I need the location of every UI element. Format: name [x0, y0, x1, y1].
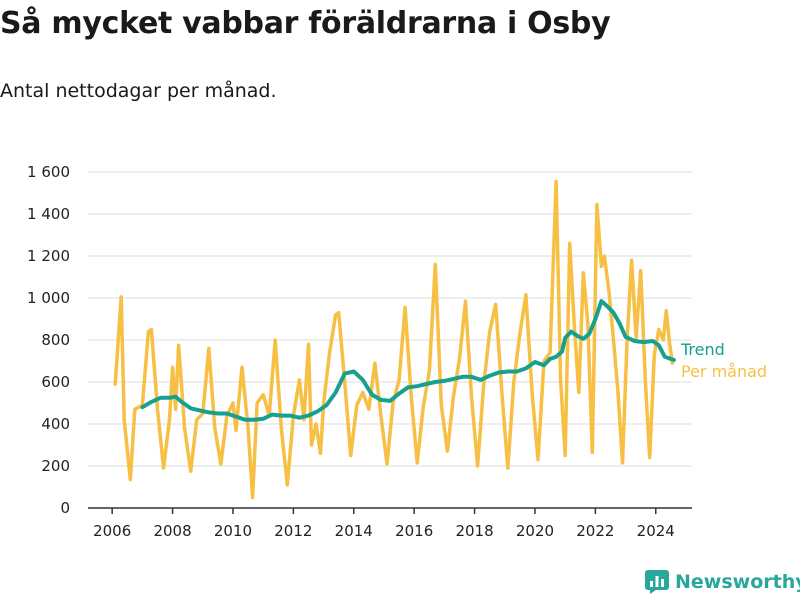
series-line-trend — [140, 299, 676, 422]
chart-subtitle: Antal nettodagar per månad. — [0, 80, 277, 102]
legend-label-per-manad: Per månad — [681, 362, 767, 381]
y-tick-label: 600 — [41, 373, 70, 391]
x-tick-label: 2014 — [335, 522, 373, 540]
newsworthy-logo: Newsworthy — [645, 570, 800, 594]
x-tick-label: 2020 — [516, 522, 554, 540]
y-tick-label: 1 400 — [27, 205, 70, 223]
chart-title: Så mycket vabbar föräldrarna i Osby — [0, 6, 611, 41]
series-line-per-manad — [113, 179, 675, 500]
x-tick-label: 2006 — [93, 522, 131, 540]
y-tick-label: 1 600 — [27, 163, 70, 181]
y-tick-label: 400 — [41, 415, 70, 433]
x-tick-label: 2012 — [274, 522, 312, 540]
brand-name: Newsworthy — [675, 571, 800, 593]
x-tick-label: 2024 — [637, 522, 675, 540]
newsworthy-bar-icon — [645, 570, 669, 594]
y-tick-label: 200 — [41, 457, 70, 475]
y-tick-label: 0 — [60, 499, 70, 517]
x-tick-label: 2022 — [576, 522, 614, 540]
x-tick-label: 2018 — [455, 522, 493, 540]
legend-label-trend: Trend — [680, 340, 725, 359]
x-tick-label: 2016 — [395, 522, 433, 540]
x-tick-label: 2010 — [214, 522, 252, 540]
y-tick-label: 1 200 — [27, 247, 70, 265]
x-tick-label: 2008 — [153, 522, 191, 540]
y-tick-label: 1 000 — [27, 289, 70, 307]
y-tick-label: 800 — [41, 331, 70, 349]
